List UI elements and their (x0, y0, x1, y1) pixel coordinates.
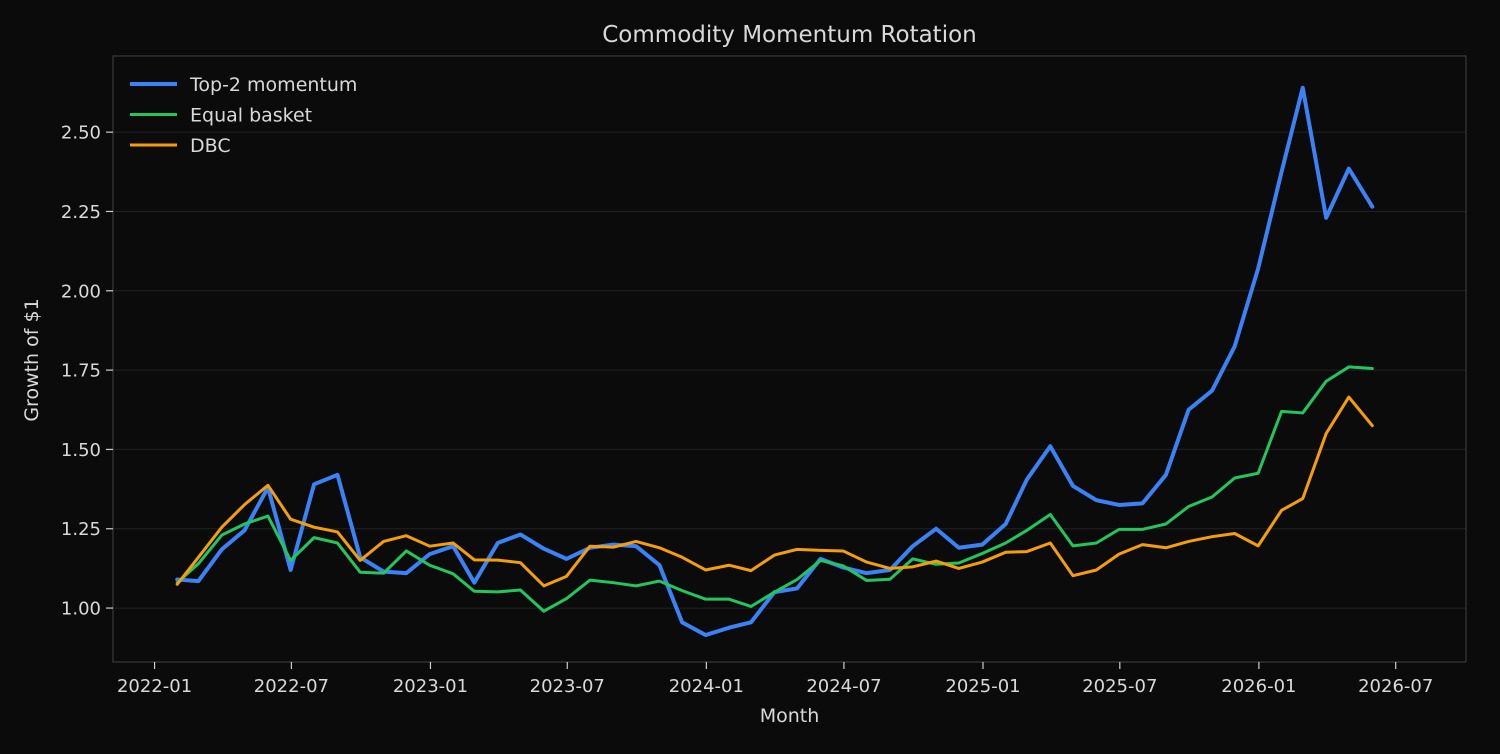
y-tick-label: 1.50 (61, 440, 101, 461)
x-tick-label: 2024-07 (806, 676, 881, 697)
y-axis-label: Growth of $1 (21, 298, 43, 421)
legend-label: Top-2 momentum (189, 74, 357, 96)
x-axis-label: Month (760, 705, 820, 727)
chart-title: Commodity Momentum Rotation (602, 22, 977, 48)
gridlines (113, 131, 1466, 609)
plot-frame (112, 55, 1467, 663)
x-tick-label: 2023-07 (530, 676, 605, 697)
y-axis: 1.00 1.25 1.50 1.75 2.00 2.25 2.50 (61, 123, 113, 620)
legend-label: DBC (190, 135, 231, 157)
legend-label: Equal basket (190, 105, 312, 127)
y-tick-label: 2.25 (61, 202, 101, 223)
y-tick-label: 2.00 (61, 281, 101, 302)
series-line-3 (175, 395, 1374, 588)
x-tick-label: 2023-01 (393, 676, 468, 697)
y-tick-label: 2.50 (61, 123, 101, 144)
x-tick-label: 2026-07 (1358, 676, 1433, 697)
x-tick-label: 2022-07 (254, 676, 329, 697)
series-lines (175, 85, 1375, 638)
x-tick-label: 2026-01 (1221, 676, 1296, 697)
x-tick-label: 2025-01 (945, 676, 1020, 697)
x-tick-label: 2024-01 (669, 676, 744, 697)
x-axis: 2022-01 2022-07 2023-01 2023-07 2024-01 2024-… (117, 662, 1433, 697)
y-tick-label: 1.00 (61, 599, 101, 620)
y-tick-label: 1.75 (61, 361, 101, 382)
x-tick-label: 2022-01 (117, 676, 192, 697)
y-tick-label: 1.25 (61, 519, 101, 540)
x-tick-label: 2025-07 (1082, 676, 1157, 697)
series-line-2 (175, 365, 1374, 613)
legend: Top-2 momentum Equal basket DBC (130, 74, 357, 157)
